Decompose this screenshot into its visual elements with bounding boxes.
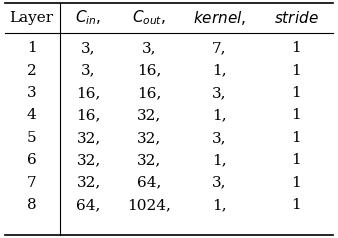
Text: 1024,: 1024, (127, 198, 171, 212)
Text: 32,: 32, (76, 175, 101, 189)
Text: 3,: 3, (81, 41, 96, 55)
Text: 1: 1 (291, 175, 301, 189)
Text: 64,: 64, (137, 175, 161, 189)
Text: 3,: 3, (212, 131, 226, 145)
Text: 1: 1 (291, 153, 301, 167)
Text: 3,: 3, (142, 41, 156, 55)
Text: 32,: 32, (76, 153, 101, 167)
Text: 2: 2 (27, 64, 37, 78)
Text: 7,: 7, (212, 41, 226, 55)
Text: 32,: 32, (76, 131, 101, 145)
Text: 3,: 3, (212, 175, 226, 189)
Text: 3: 3 (27, 86, 37, 100)
Text: 5: 5 (27, 131, 37, 145)
Text: 1,: 1, (212, 153, 226, 167)
Text: 6: 6 (27, 153, 37, 167)
Text: 16,: 16, (76, 86, 101, 100)
Text: 1: 1 (291, 131, 301, 145)
Text: 1: 1 (291, 86, 301, 100)
Text: 8: 8 (27, 198, 37, 212)
Text: 1: 1 (291, 64, 301, 78)
Text: Layer: Layer (9, 11, 54, 25)
Text: 1: 1 (291, 109, 301, 123)
Text: $C_{in},$: $C_{in},$ (75, 9, 102, 27)
Text: 16,: 16, (76, 109, 101, 123)
Text: $kernel,$: $kernel,$ (193, 9, 246, 27)
Text: $stride$: $stride$ (274, 10, 319, 26)
Text: 32,: 32, (137, 153, 161, 167)
Text: 7: 7 (27, 175, 37, 189)
Text: 4: 4 (27, 109, 37, 123)
Text: 16,: 16, (137, 64, 161, 78)
Text: 1,: 1, (212, 109, 226, 123)
Text: 16,: 16, (137, 86, 161, 100)
Text: 1: 1 (291, 198, 301, 212)
Text: 32,: 32, (137, 109, 161, 123)
Text: 1: 1 (27, 41, 37, 55)
Text: $C_{out},$: $C_{out},$ (132, 9, 166, 27)
Text: 64,: 64, (76, 198, 101, 212)
Text: 3,: 3, (212, 86, 226, 100)
Text: 1,: 1, (212, 64, 226, 78)
Text: 1: 1 (291, 41, 301, 55)
Text: 1,: 1, (212, 198, 226, 212)
Text: 3,: 3, (81, 64, 96, 78)
Text: 32,: 32, (137, 131, 161, 145)
